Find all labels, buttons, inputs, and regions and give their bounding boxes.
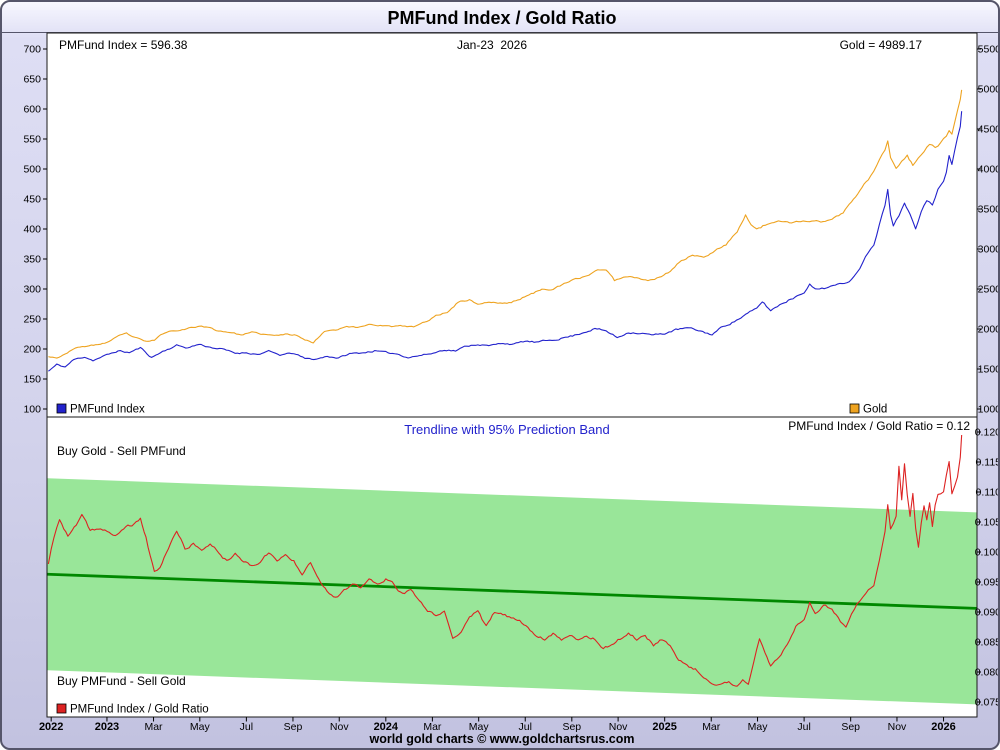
left-axis-tick-label: 700 — [23, 44, 41, 56]
left-axis-tick-label: 200 — [23, 344, 41, 356]
trendline — [47, 572, 977, 610]
x-axis-tick-label: 2026 — [931, 721, 955, 733]
buy-pmfund-region-label: Buy PMFund - Sell Gold — [57, 674, 186, 688]
gold-line — [48, 89, 963, 359]
right-axis-tick-label: 5000 — [978, 84, 1000, 96]
x-axis-tick-label: 2023 — [95, 721, 119, 733]
page-title: PMFund Index / Gold Ratio — [388, 8, 617, 28]
date-label: Jan-23 2026 — [457, 38, 527, 52]
ratio-axis-tick-label: 0.100 — [975, 547, 1000, 559]
ratio-axis-tick-label: 0.095 — [975, 577, 1000, 589]
ratio-axis-tick-label: 0.075 — [975, 697, 1000, 709]
x-axis-tick-label: May — [190, 721, 211, 733]
x-axis-tick-label: Sep — [841, 721, 860, 733]
x-axis-tick-label: Sep — [562, 721, 581, 733]
x-axis-tick-label: Sep — [284, 721, 303, 733]
x-axis-tick-label: Mar — [144, 721, 163, 733]
left-axis-tick-label: 600 — [23, 104, 41, 116]
left-axis-tick-label: 650 — [23, 74, 41, 86]
legend-label-pmfund: PMFund Index — [70, 404, 145, 416]
ratio-axis-tick-label: 0.085 — [975, 637, 1000, 649]
right-axis-tick-label: 3000 — [978, 244, 1000, 256]
x-axis-tick-label: 2022 — [39, 721, 63, 733]
right-axis-tick-label: 2000 — [978, 324, 1000, 336]
right-axis-tick-label: 5500 — [978, 44, 1000, 56]
legend-swatch-pmfund — [56, 403, 67, 414]
ratio-axis-tick-label: 0.105 — [975, 517, 1000, 529]
ratio-axis-tick-label: 0.115 — [976, 457, 1000, 469]
right-axis-tick-label: 2500 — [978, 284, 1000, 296]
right-axis-tick-label: 4500 — [978, 124, 1000, 136]
ratio-value-label: PMFund Index / Gold Ratio = 0.12 — [788, 419, 970, 433]
x-axis-tick-label: 2025 — [652, 721, 676, 733]
left-axis-tick-label: 100 — [23, 404, 41, 416]
legend-label-gold: Gold — [863, 404, 887, 416]
ratio-axis-tick-label: 0.120 — [975, 427, 1000, 439]
x-axis-tick-label: Nov — [609, 721, 628, 733]
left-axis-tick-label: 400 — [23, 224, 41, 236]
x-axis-tick-label: Nov — [888, 721, 907, 733]
x-axis-tick-label: Mar — [423, 721, 442, 733]
ratio-axis-tick-label: 0.090 — [975, 607, 1000, 619]
legend-swatch-gold — [849, 403, 860, 414]
legend-swatch-ratio — [56, 703, 67, 714]
ratio-axis-tick-label: 0.110 — [976, 487, 1000, 499]
x-axis-tick-label: Jul — [519, 721, 532, 733]
price-panel — [47, 33, 977, 417]
right-axis-tick-label: 4000 — [978, 164, 1000, 176]
x-axis-tick-label: Jul — [240, 721, 253, 733]
x-axis-tick-label: Jul — [797, 721, 810, 733]
left-axis-tick-label: 500 — [23, 164, 41, 176]
left-axis-tick-label: 550 — [23, 134, 41, 146]
left-axis-tick-label: 150 — [23, 374, 41, 386]
ratio-axis-tick-label: 0.080 — [975, 667, 1000, 679]
x-axis-tick-label: May — [469, 721, 490, 733]
gold-value-label: Gold = 4989.17 — [840, 38, 923, 52]
x-axis-tick-label: May — [748, 721, 769, 733]
left-axis-tick-label: 350 — [23, 254, 41, 266]
legend-label-ratio: PMFund Index / Gold Ratio — [70, 704, 209, 716]
x-axis-tick-label: Mar — [702, 721, 721, 733]
band-title: Trendline with 95% Prediction Band — [404, 422, 609, 437]
x-axis-tick-label: Nov — [330, 721, 349, 733]
right-axis-tick-label: 1500 — [978, 364, 1000, 376]
ratio-panel-border — [46, 416, 978, 718]
left-axis-tick-label: 300 — [23, 284, 41, 296]
footer-credit: world gold charts © www.goldchartsrus.co… — [368, 732, 634, 746]
buy-gold-region-label: Buy Gold - Sell PMFund — [57, 444, 186, 458]
right-axis-tick-label: 1000 — [978, 404, 1000, 416]
pmfund-index-line — [48, 111, 963, 372]
left-axis-tick-label: 250 — [23, 314, 41, 326]
ratio-line — [47, 434, 963, 687]
right-axis-tick-label: 3500 — [978, 204, 1000, 216]
x-axis-tick-label: 2024 — [374, 721, 399, 733]
pmfund-value-label: PMFund Index = 596.38 — [59, 38, 188, 52]
left-axis-tick-label: 450 — [23, 194, 41, 206]
